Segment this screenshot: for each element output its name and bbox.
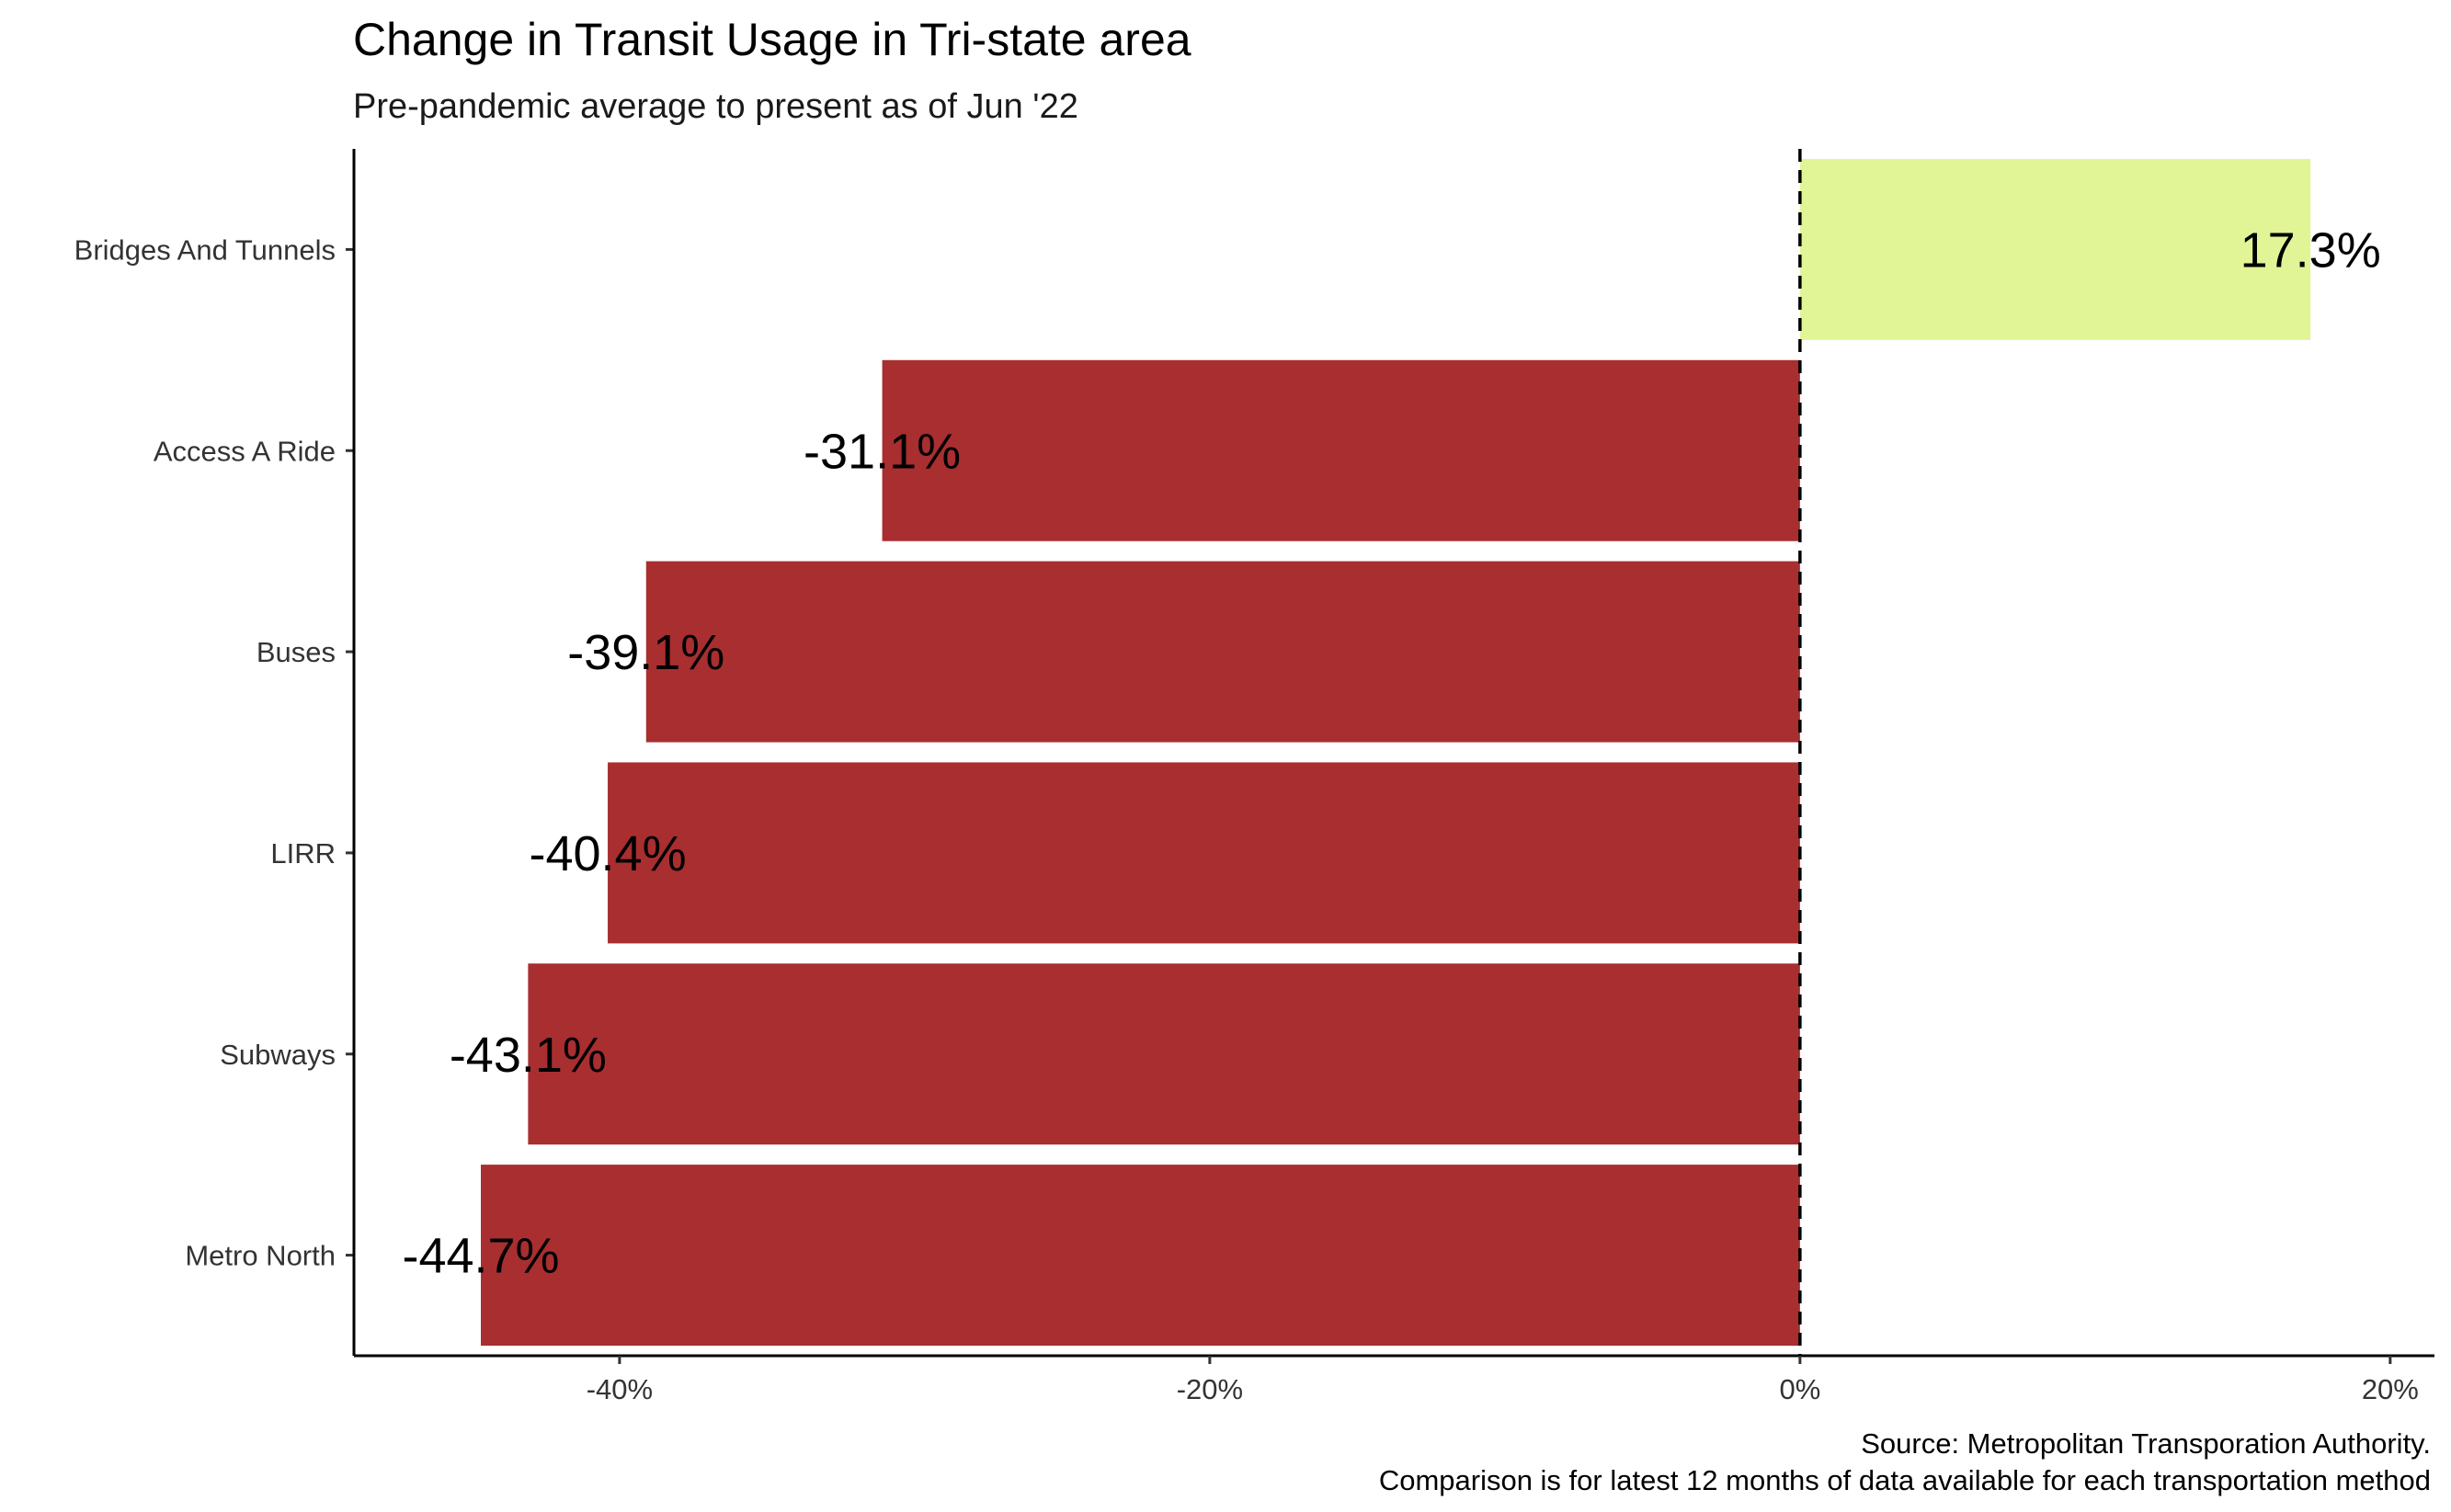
- chart-title: Change in Transit Usage in Tri-state are…: [353, 14, 1191, 65]
- x-tick-label: -20%: [1177, 1373, 1243, 1405]
- data-labels-group: 17.3% -31.1% -39.1% -40.4% -43.1% -44.7%: [402, 222, 2380, 1283]
- data-label-bridges-and-tunnels: 17.3%: [2240, 222, 2381, 278]
- category-label-bridges-and-tunnels: Bridges And Tunnels: [74, 233, 336, 266]
- x-tick-label: -40%: [587, 1373, 653, 1405]
- category-label-lirr: LIRR: [270, 837, 336, 870]
- caption-note: Comparison is for latest 12 months of da…: [1379, 1464, 2431, 1496]
- caption-source: Source: Metropolitan Transporation Autho…: [1861, 1427, 2431, 1460]
- bars-group: [481, 158, 2311, 1347]
- data-label-metro-north: -44.7%: [402, 1229, 559, 1284]
- data-label-access-a-ride: -31.1%: [804, 424, 961, 479]
- category-label-access-a-ride: Access A Ride: [154, 435, 336, 467]
- category-label-buses: Buses: [256, 636, 336, 668]
- bar-lirr: [608, 762, 1800, 944]
- bar-buses: [645, 561, 1800, 743]
- category-label-subways: Subways: [220, 1039, 336, 1071]
- x-tick-label: 20%: [2362, 1373, 2419, 1405]
- bar-subways: [528, 963, 1800, 1145]
- chart-subtitle: Pre-pandemic average to present as of Ju…: [353, 87, 1078, 126]
- data-label-lirr: -40.4%: [529, 826, 686, 881]
- data-label-subways: -43.1%: [450, 1028, 607, 1083]
- data-label-buses: -39.1%: [567, 625, 724, 680]
- bar-bridges-and-tunnels: [1799, 158, 2311, 340]
- y-axis: Bridges And Tunnels Access A Ride Buses LIR…: [74, 149, 356, 1356]
- category-label-metro-north: Metro North: [185, 1240, 336, 1272]
- bar-metro-north: [481, 1165, 1800, 1347]
- bar-access-a-ride: [882, 359, 1800, 541]
- x-axis: -40% -20% 0% 20%: [354, 1354, 2434, 1405]
- x-tick-label: 0%: [1779, 1373, 1820, 1405]
